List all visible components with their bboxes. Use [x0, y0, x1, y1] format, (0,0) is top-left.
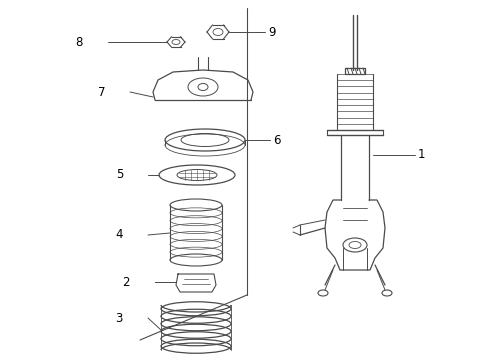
Text: 5: 5 [116, 168, 123, 181]
Text: 2: 2 [122, 275, 130, 288]
Text: 3: 3 [116, 311, 123, 324]
Text: 6: 6 [273, 134, 280, 147]
Text: 8: 8 [75, 36, 83, 49]
Text: 1: 1 [418, 148, 425, 162]
Text: 4: 4 [116, 229, 123, 242]
Text: 7: 7 [98, 85, 105, 99]
Text: 9: 9 [268, 26, 275, 39]
